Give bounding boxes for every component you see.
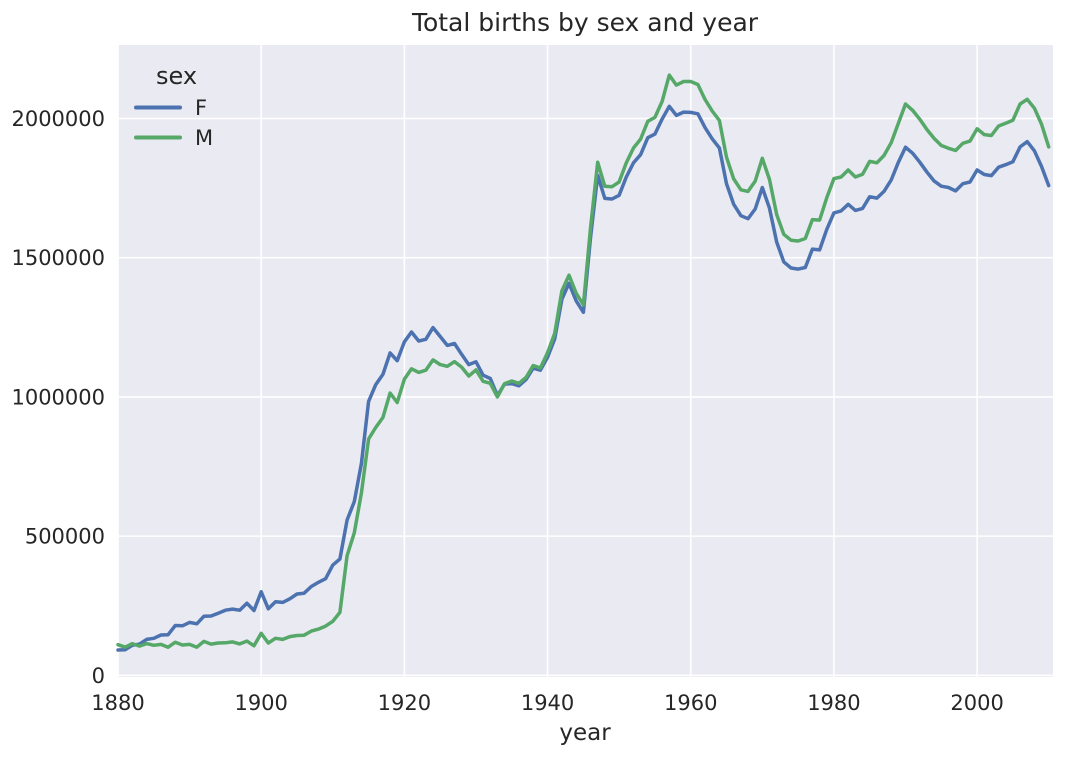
gridlines — [117, 45, 1053, 677]
x-tick-label: 1880 — [91, 691, 144, 715]
legend-label-m: M — [195, 126, 213, 150]
legend-label-f: F — [195, 96, 207, 120]
chart-title: Total births by sex and year — [411, 8, 759, 37]
x-tick-label: 1920 — [378, 691, 431, 715]
y-tick-label: 1500000 — [11, 246, 105, 270]
x-tick-label: 2000 — [950, 691, 1003, 715]
y-tick-label: 500000 — [25, 525, 105, 549]
y-tick-label: 0 — [92, 664, 105, 688]
series-line-f — [116, 104, 1051, 652]
y-tick-label: 2000000 — [11, 107, 105, 131]
y-tick-labels: 0 500000 1000000 1500000 2000000 — [11, 107, 105, 688]
legend-title: sex — [156, 62, 197, 90]
series-line-m — [116, 73, 1051, 649]
plot-area — [118, 45, 1053, 677]
x-tick-label: 1980 — [807, 691, 860, 715]
x-tick-label: 1940 — [521, 691, 574, 715]
x-axis-label: year — [559, 720, 611, 746]
x-tick-label: 1900 — [234, 691, 287, 715]
x-tick-labels: 1880 1900 1920 1940 1960 1980 2000 — [91, 691, 1004, 715]
y-tick-label: 1000000 — [11, 385, 105, 409]
x-tick-label: 1960 — [664, 691, 717, 715]
series-lines — [116, 73, 1051, 652]
legend: sex F M — [134, 62, 213, 150]
